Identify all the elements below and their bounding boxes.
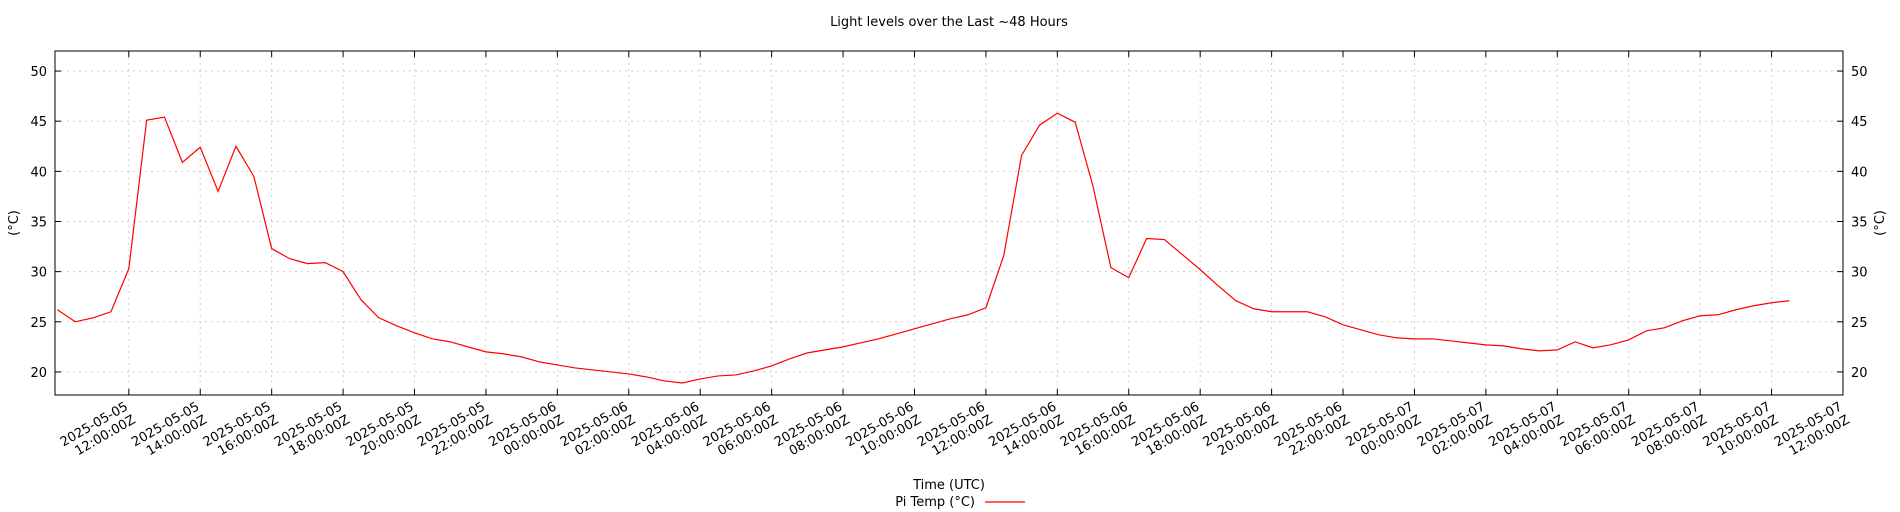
- y-axis-label: (°C): [7, 210, 22, 236]
- x-tick-label: 2025-05-0622:00:00Z: [1272, 399, 1353, 463]
- x-tick-label: 2025-05-0516:00:00Z: [201, 399, 282, 463]
- y2-axis-label: (°C): [1873, 210, 1888, 236]
- y-tick-label: 30: [30, 266, 47, 281]
- x-tick-label: 2025-05-0514:00:00Z: [129, 399, 210, 463]
- x-tick-label: 2025-05-0702:00:00Z: [1415, 399, 1496, 463]
- x-tick-label: 2025-05-0616:00:00Z: [1058, 399, 1139, 463]
- chart-title: Light levels over the Last ~48 Hours: [830, 15, 1068, 30]
- x-tick-label: 2025-05-0610:00:00Z: [844, 399, 925, 463]
- y2-tick-label: 20: [1851, 366, 1868, 381]
- x-tick-label: 2025-05-0708:00:00Z: [1629, 399, 1710, 463]
- plot-frame: [54, 50, 1844, 396]
- y-tick-label: 20: [30, 366, 47, 381]
- x-tick-label: 2025-05-0704:00:00Z: [1486, 399, 1567, 463]
- data-line: [57, 112, 1790, 384]
- y-tick-label: 40: [30, 165, 47, 180]
- x-tick-label: 2025-05-0522:00:00Z: [415, 399, 496, 463]
- x-tick-label: 2025-05-0618:00:00Z: [1129, 399, 1210, 463]
- y2-tick-label: 40: [1851, 165, 1868, 180]
- x-tick-label: 2025-05-0518:00:00Z: [272, 399, 353, 463]
- x-tick-label: 2025-05-0606:00:00Z: [701, 399, 782, 463]
- x-tick-label: 2025-05-0706:00:00Z: [1558, 399, 1639, 463]
- y-tick-label: 45: [30, 115, 47, 130]
- y2-tick-label: 50: [1851, 65, 1868, 80]
- y2-tick-label: 25: [1851, 316, 1868, 331]
- x-tick-label: 2025-05-0602:00:00Z: [558, 399, 639, 463]
- x-tick-label: 2025-05-0712:00:00Z: [1772, 399, 1853, 463]
- x-axis-label: Time (UTC): [912, 478, 985, 493]
- y2-tick-label: 45: [1851, 115, 1868, 130]
- y2-tick-label: 30: [1851, 266, 1868, 281]
- y-tick-label: 25: [30, 316, 47, 331]
- x-tick-label: 2025-05-0604:00:00Z: [629, 399, 710, 463]
- x-tick-label: 2025-05-0512:00:00Z: [58, 399, 139, 463]
- x-tick-label: 2025-05-0700:00:00Z: [1344, 399, 1425, 463]
- y-tick-label: 50: [30, 65, 47, 80]
- y-tick-label: 35: [30, 215, 47, 230]
- x-tick-label: 2025-05-0710:00:00Z: [1701, 399, 1782, 463]
- x-tick-label: 2025-05-0612:00:00Z: [915, 399, 996, 463]
- x-tick-label: 2025-05-0608:00:00Z: [772, 399, 853, 463]
- y2-tick-label: 35: [1851, 215, 1868, 230]
- x-tick-label: 2025-05-0520:00:00Z: [344, 399, 425, 463]
- x-tick-label: 2025-05-0600:00:00Z: [486, 399, 567, 463]
- x-tick-label: 2025-05-0614:00:00Z: [986, 399, 1067, 463]
- legend-label: Pi Temp (°C): [895, 495, 975, 510]
- x-tick-label: 2025-05-0620:00:00Z: [1201, 399, 1282, 463]
